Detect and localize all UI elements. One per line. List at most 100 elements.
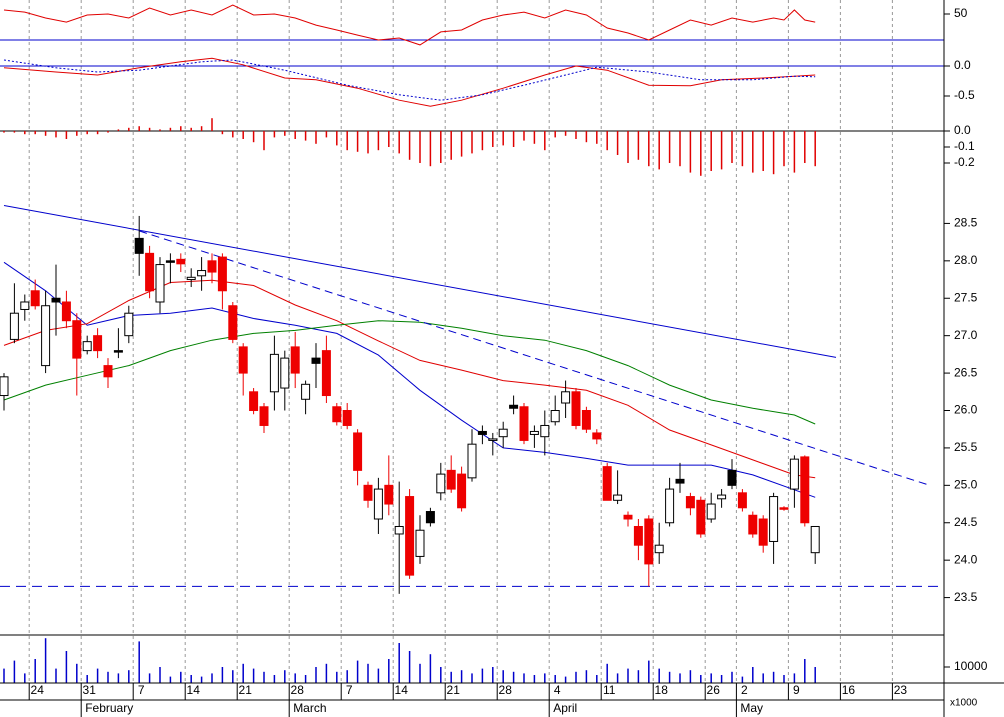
y-tick-label: 24.5 [954,515,978,529]
candle-body [51,297,61,303]
bar [24,131,26,135]
candle-body [134,237,144,254]
candle-body [373,488,383,520]
bar [689,670,692,683]
bar [34,659,36,683]
bar [190,675,192,683]
bar [211,118,213,131]
candle-body [207,260,217,273]
candle-body [717,494,727,500]
bar [762,131,764,171]
bar [481,668,484,683]
bar [377,668,380,683]
bar [564,676,567,683]
bar [398,131,400,154]
y-tick-label: 0.0 [954,58,971,72]
bar [596,675,598,683]
month-label: February [85,701,133,715]
bar [814,131,816,167]
candle-body [675,478,685,484]
candle-body [696,499,706,535]
bar [273,675,276,683]
bar [180,126,182,131]
bar [564,131,567,136]
bar [3,668,5,683]
bar [419,131,421,163]
bar [502,670,504,683]
bar [398,643,400,683]
candle-body [581,410,591,430]
bar [731,131,733,163]
bar [606,663,608,683]
y-tick-label: 24.0 [954,552,978,566]
bar [741,676,744,683]
bar [148,127,151,131]
bar [616,673,619,683]
candle-body [238,346,248,374]
bar [294,131,296,139]
bar [710,673,712,683]
candle-body [301,383,311,400]
bar [284,131,286,136]
line-series [139,230,930,486]
bar [544,673,546,683]
candle-body [259,406,269,426]
candle-body [540,424,550,438]
candle-body [321,350,331,397]
bar [658,668,660,683]
bar [252,131,255,143]
bar [117,129,120,131]
candle-body [93,335,103,352]
line-series [3,261,816,498]
bar [44,638,47,683]
bar [804,131,806,163]
bar [76,663,78,683]
line-series [3,57,816,107]
bar [533,131,536,144]
y-tick-label: -0.1 [954,139,975,153]
candle-body [446,469,456,490]
bar [242,131,244,139]
bar [252,668,255,683]
y-tick-label: 28.0 [954,253,978,267]
bar [471,673,473,683]
bar [13,660,16,683]
bar [336,671,338,683]
x-tick-label: 9 [793,683,800,697]
candle-body [561,391,571,404]
bar [606,131,608,151]
bar [408,651,411,683]
bar [627,131,629,163]
candle-body [61,301,71,322]
bar [44,131,47,136]
candle-body [145,252,155,292]
bar [388,659,390,683]
bar [388,131,390,147]
candle-body [332,406,342,423]
candle-body [269,353,279,393]
bar [315,131,317,144]
bar [138,641,140,683]
candle-body [30,290,40,307]
bar [502,131,504,146]
bar [720,675,723,683]
candle-body [779,507,789,510]
candle-body [571,391,581,426]
candle-body [758,518,768,546]
x-tick-label: 28 [291,683,305,697]
y-tick-label: -0.2 [954,155,975,169]
bar [96,131,99,135]
month-label: March [293,701,326,715]
bar [523,131,525,141]
bar [356,660,359,683]
line-series [3,279,816,479]
bar [512,131,515,147]
bar [450,671,452,683]
plot-layer: 50 0.0 -0.5 0.0 -0.1 -0.2 23.5 24.0 24.5 25.0 25.5… [0,4,988,717]
bar [533,675,536,683]
bar [658,131,660,170]
bar [637,131,640,160]
bar [34,131,36,135]
